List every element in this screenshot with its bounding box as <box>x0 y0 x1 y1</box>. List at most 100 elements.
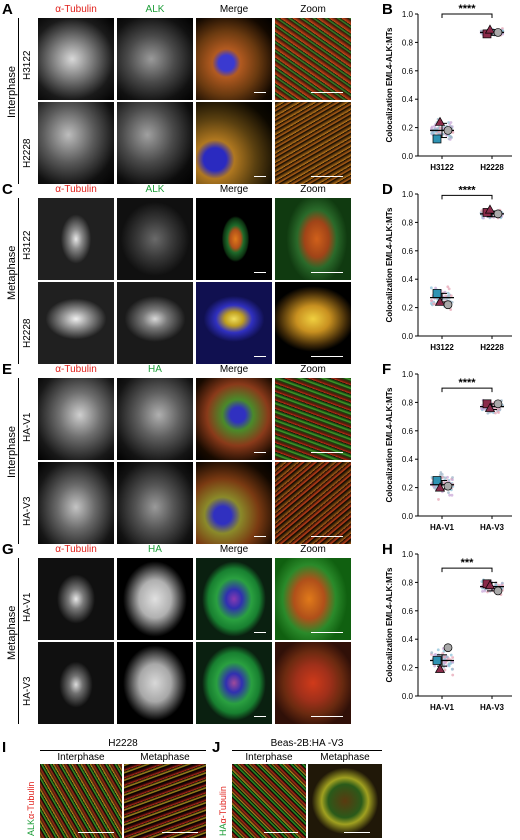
row-label-ha-v1: HA-V1 <box>22 412 33 442</box>
col-header-alk: ALK <box>145 184 165 195</box>
replicate-triangle <box>484 24 496 34</box>
panel-i-col-interphase: Interphase <box>57 752 105 763</box>
cell-point <box>432 132 436 136</box>
significance-label: *** <box>461 557 475 569</box>
significance-bracket <box>441 194 493 200</box>
cell-point <box>447 121 451 124</box>
cell-point <box>439 471 443 474</box>
scale-bar <box>311 356 343 357</box>
cell-point <box>482 216 486 220</box>
panel-j-col-interphase: Interphase <box>245 752 293 763</box>
replicate-triangle <box>484 204 496 214</box>
scale-bar <box>311 452 343 453</box>
cell-point <box>495 407 499 411</box>
panel-label-a: A <box>2 1 13 18</box>
col-header-alk: ALK <box>145 4 165 15</box>
y-tick-label: 1.0 <box>402 10 414 19</box>
phase-label-metaphase: Metaphase <box>6 605 18 660</box>
micrograph-ha-8 <box>117 642 193 724</box>
y-tick-label: 1.0 <box>402 190 414 199</box>
phase-bracket <box>18 558 19 724</box>
micrograph-alk-3 <box>117 198 193 280</box>
scale-bar <box>254 92 266 93</box>
y-tick-label: 0.0 <box>402 692 414 701</box>
cell-point <box>500 581 504 585</box>
cell-point <box>481 590 484 593</box>
y-tick-label: 0.6 <box>402 607 414 616</box>
cell-point <box>482 407 486 411</box>
col-header-merge: Merge <box>219 184 249 195</box>
micrograph-zoom-1 <box>275 18 351 100</box>
cell-point <box>438 473 442 477</box>
cell-point <box>448 137 452 141</box>
micrograph-j-interphase <box>232 764 306 838</box>
panel-label-e: E <box>2 361 13 378</box>
y-axis-label: Colocalization EML4-ALK:MTs <box>385 567 394 683</box>
panel-j-side-red: α-Tubulin <box>218 786 228 824</box>
scale-bar <box>311 92 343 93</box>
panel-label-d: D <box>382 181 393 198</box>
x-tick-label: HA-V1 <box>430 703 455 712</box>
cell-point <box>449 135 453 139</box>
phase-bracket <box>18 378 19 544</box>
chart-colocalization-f: 0.0 0.2 0.4 0.6 0.8 1.0 Colocalization EML4-AL… <box>385 370 512 532</box>
cell-point <box>483 589 487 593</box>
panel-i-side-red: α-Tubulin <box>26 781 36 819</box>
scale-bar <box>311 272 343 273</box>
cell-point <box>501 27 504 30</box>
x-tick-label: H2228 <box>480 343 504 352</box>
replicate-circle <box>443 126 453 135</box>
micrograph-j-metaphase <box>308 764 382 838</box>
row-label-ha-v3: HA-V3 <box>22 676 33 706</box>
cell-point <box>443 290 447 294</box>
y-tick-label: 0.2 <box>402 124 414 133</box>
cell-point <box>445 655 449 659</box>
y-tick-label: 0.0 <box>402 152 414 161</box>
y-axis-label: Colocalization EML4-ALK:MTs <box>385 387 394 503</box>
phase-label-metaphase: Metaphase <box>6 245 18 300</box>
row-label-h3122: H3122 <box>22 50 33 80</box>
cell-point <box>450 667 454 671</box>
scale-bar <box>254 632 266 633</box>
significance-label: **** <box>458 377 476 389</box>
cell-point <box>448 493 452 497</box>
y-tick-label: 0.2 <box>402 664 414 673</box>
panel-j-title-rule <box>232 750 382 751</box>
x-tick-label: HA-V1 <box>430 523 455 532</box>
col-header-ha: HA <box>148 364 162 375</box>
cell-point <box>449 653 453 657</box>
col-header-ha: HA <box>148 544 162 555</box>
panel-j-title: Beas-2B:HA -V3 <box>270 738 344 749</box>
cell-point <box>436 648 440 652</box>
x-tick-label: HA-V3 <box>480 703 505 712</box>
replicate-square <box>432 134 442 144</box>
micrograph-i-interphase <box>40 764 122 838</box>
significance-bracket <box>441 387 493 393</box>
y-tick-label: 0.6 <box>402 67 414 76</box>
cell-point <box>433 664 437 668</box>
y-tick-label: 0.8 <box>402 398 414 407</box>
replicate-triangle <box>434 663 446 673</box>
scale-bar <box>254 356 266 357</box>
panel-label-g: G <box>2 541 14 558</box>
cell-point <box>432 302 435 306</box>
scale-bar <box>254 176 266 177</box>
cell-point <box>451 660 454 664</box>
cell-point <box>430 651 434 655</box>
col-header-zoom: Zoom <box>300 544 326 555</box>
y-tick-label: 0.6 <box>402 247 414 256</box>
scale-bar <box>254 536 266 537</box>
micrograph-merge-7 <box>196 558 272 640</box>
y-tick-label: 0.6 <box>402 427 414 436</box>
y-tick-label: 0.2 <box>402 484 414 493</box>
cell-point <box>449 121 453 124</box>
col-header-merge: Merge <box>219 364 249 375</box>
cell-point <box>479 407 483 410</box>
replicate-square <box>432 656 442 665</box>
micrograph-zoom-8 <box>275 642 351 724</box>
significance-bracket <box>441 567 493 573</box>
replicate-circle <box>443 643 453 653</box>
panel-i-col-metaphase: Metaphase <box>140 752 190 763</box>
cell-point <box>438 126 442 130</box>
scale-bar <box>311 632 343 633</box>
